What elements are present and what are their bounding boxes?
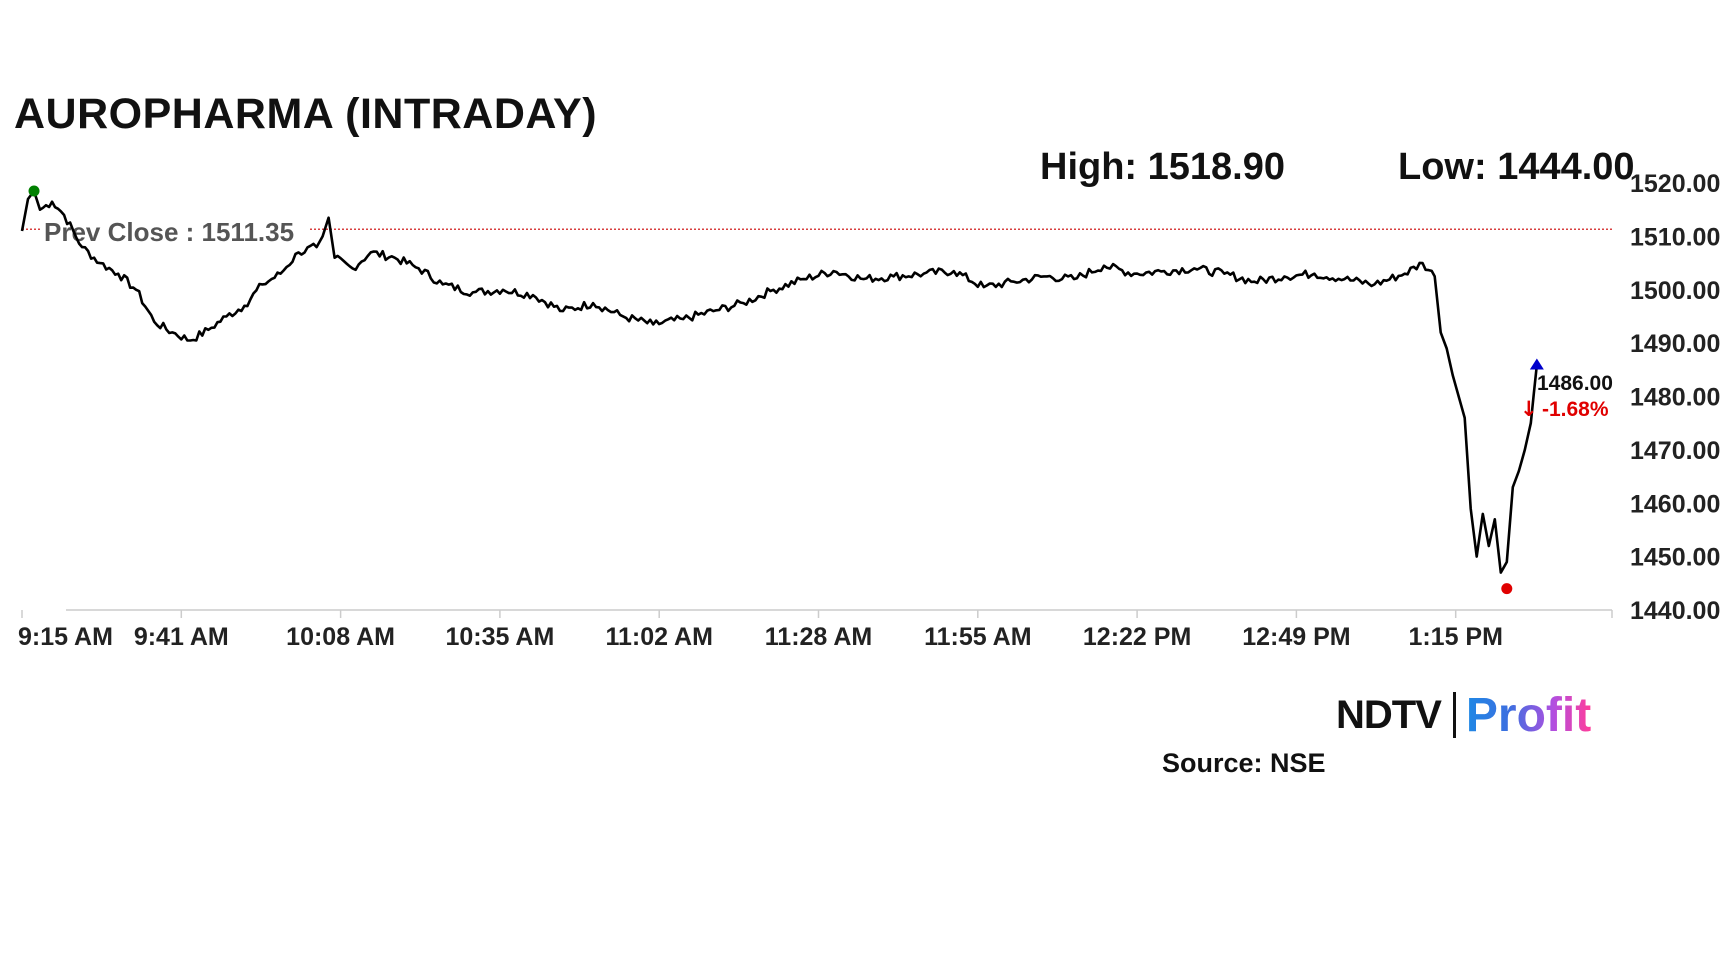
x-axis-ticks: 9:15 AM 9:41 AM 10:08 AM 10:35 AM 11:02 AM 11…: [18, 610, 1613, 651]
low-value: Low: 1444.00: [1398, 146, 1635, 188]
x-tick-label: 11:28 AM: [765, 623, 872, 651]
price-markers: [28, 185, 1544, 595]
ndtv-profit-logo: NDTV Profit: [1336, 688, 1592, 742]
high-value: High: 1518.90: [1040, 146, 1285, 188]
x-tick-label: 11:55 AM: [924, 623, 1031, 651]
low-marker: [1501, 583, 1513, 595]
x-tick-label: 1:15 PM: [1408, 623, 1502, 651]
last-price-label: 1486.00: [1537, 372, 1613, 395]
chart-title: AUROPHARMA (INTRADAY): [14, 90, 598, 138]
y-tick-label: 1460.00: [1630, 490, 1720, 518]
brand-divider: [1452, 692, 1456, 738]
y-tick-label: 1490.00: [1630, 330, 1720, 358]
y-tick-label: 1470.00: [1630, 437, 1720, 465]
down-arrow-icon: ↓: [1520, 397, 1538, 421]
x-tick-label: 12:22 PM: [1083, 623, 1191, 651]
change-label: -1.68%: [1542, 398, 1609, 421]
y-tick-label: 1520.00: [1630, 170, 1720, 198]
x-tick-label: 9:15 AM: [18, 623, 113, 651]
brand-ndtv: NDTV: [1336, 692, 1442, 737]
y-tick-label: 1450.00: [1630, 544, 1720, 572]
y-axis-ticks: 1520.00 1510.00 1500.00 1490.00 1480.00 1470.…: [1630, 170, 1720, 625]
y-tick-label: 1480.00: [1630, 384, 1720, 412]
x-tick-label: 11:02 AM: [605, 623, 712, 651]
high-marker: [28, 185, 40, 197]
prev-close-label: Prev Close : 1511.35: [44, 217, 294, 247]
x-tick-label: 9:41 AM: [134, 623, 229, 651]
y-tick-label: 1500.00: [1630, 277, 1720, 305]
prev-close-label-bg: [40, 212, 310, 252]
last-price-marker: [1529, 358, 1544, 370]
y-tick-label: 1440.00: [1630, 597, 1720, 625]
source-note: Source: NSE: [1162, 748, 1326, 778]
x-tick-label: 12:49 PM: [1242, 623, 1350, 651]
price-series-line: [20, 189, 1539, 574]
x-tick-label: 10:08 AM: [286, 623, 395, 651]
y-tick-label: 1510.00: [1630, 223, 1720, 251]
brand-profit: Profit: [1465, 688, 1592, 742]
x-tick-label: 10:35 AM: [445, 623, 554, 651]
